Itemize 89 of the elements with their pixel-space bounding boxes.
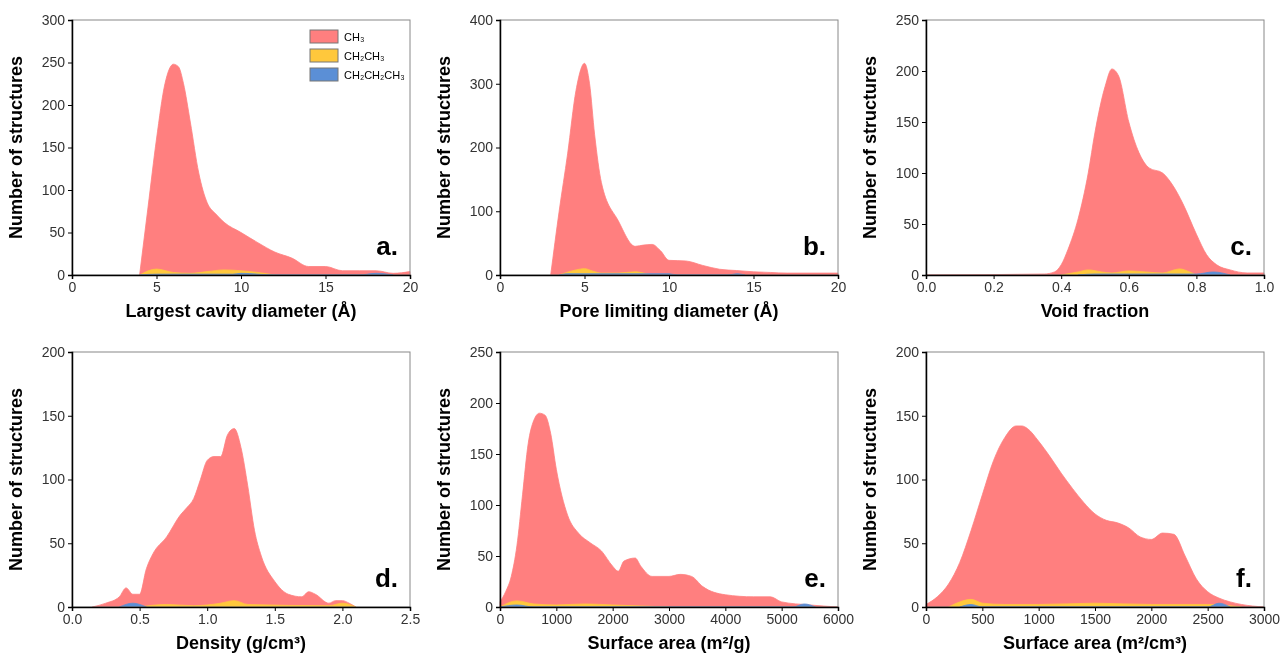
annotation: d. bbox=[374, 563, 398, 593]
y-tick-label: 0 bbox=[57, 266, 66, 283]
y-tick-label: 200 bbox=[895, 343, 920, 360]
y-tick-label: 150 bbox=[41, 139, 66, 156]
y-tick-label: 300 bbox=[41, 11, 66, 28]
annotation: e. bbox=[804, 563, 826, 593]
y-tick-label: 100 bbox=[41, 181, 66, 198]
x-tick-label: 20 bbox=[402, 278, 419, 295]
y-tick-label: 300 bbox=[469, 75, 494, 92]
x-axis-title: Void fraction bbox=[1040, 301, 1150, 321]
legend-label: CH₂CH₂CH₃ bbox=[344, 69, 405, 81]
y-tick-label: 100 bbox=[895, 471, 920, 488]
legend-label: CH₃ bbox=[344, 31, 365, 43]
x-tick-label: 2.0 bbox=[333, 610, 353, 627]
x-tick-label: 5 bbox=[581, 278, 590, 295]
y-tick-label: 100 bbox=[469, 496, 494, 513]
annotation: f. bbox=[1236, 563, 1252, 593]
y-tick-label: 100 bbox=[895, 164, 920, 181]
x-tick-label: 1.5 bbox=[265, 610, 286, 627]
y-tick-label: 150 bbox=[41, 407, 66, 424]
x-tick-label: 0.8 bbox=[1187, 278, 1207, 295]
x-tick-label: 0 bbox=[496, 610, 505, 627]
x-tick-label: 2.5 bbox=[400, 610, 421, 627]
x-tick-label: 0.4 bbox=[1051, 278, 1072, 295]
y-tick-label: 50 bbox=[903, 215, 920, 232]
x-tick-label: 10 bbox=[233, 278, 250, 295]
y-tick-label: 0 bbox=[57, 598, 66, 615]
y-tick-label: 200 bbox=[41, 96, 66, 113]
x-tick-label: 0 bbox=[68, 278, 77, 295]
legend-label: CH₂CH₃ bbox=[344, 50, 385, 62]
y-tick-label: 150 bbox=[469, 445, 494, 462]
y-axis-title: Number of structures bbox=[860, 387, 880, 572]
x-axis-title: Pore limiting diameter (Å) bbox=[559, 301, 779, 321]
x-axis-title: Surface area (m²/g) bbox=[587, 633, 751, 653]
x-axis-title: Surface area (m²/cm³) bbox=[1002, 633, 1188, 653]
annotation: c. bbox=[1230, 231, 1252, 261]
x-tick-label: 0.2 bbox=[984, 278, 1005, 295]
x-tick-label: 1000 bbox=[1023, 610, 1055, 627]
x-tick-label: 0.6 bbox=[1119, 278, 1140, 295]
x-tick-label: 3000 bbox=[1248, 610, 1281, 627]
x-tick-label: 500 bbox=[971, 610, 995, 627]
y-axis-title: Number of structures bbox=[860, 55, 880, 240]
y-tick-label: 100 bbox=[469, 203, 494, 220]
annotation: b. bbox=[802, 231, 826, 261]
x-tick-label: 6000 bbox=[822, 610, 855, 627]
x-axis-title: Largest cavity diameter (Å) bbox=[125, 301, 357, 321]
y-tick-label: 50 bbox=[49, 535, 66, 552]
y-tick-label: 0 bbox=[485, 598, 494, 615]
x-tick-label: 1.0 bbox=[197, 610, 218, 627]
y-tick-label: 50 bbox=[477, 547, 494, 564]
y-tick-label: 250 bbox=[469, 343, 494, 360]
annotation: a. bbox=[376, 231, 398, 261]
x-tick-label: 0 bbox=[922, 610, 931, 627]
y-axis-title: Number of structures bbox=[434, 55, 454, 240]
y-axis-title: Number of structures bbox=[6, 387, 26, 572]
x-axis-title: Density (g/cm³) bbox=[175, 633, 307, 653]
x-tick-label: 20 bbox=[830, 278, 847, 295]
x-tick-label: 1000 bbox=[541, 610, 573, 627]
x-tick-label: 2000 bbox=[1136, 610, 1168, 627]
x-tick-label: 10 bbox=[661, 278, 678, 295]
y-tick-label: 200 bbox=[41, 343, 66, 360]
y-axis-title: Number of structures bbox=[6, 55, 26, 240]
x-tick-label: 1.0 bbox=[1254, 278, 1275, 295]
x-tick-label: 15 bbox=[746, 278, 762, 295]
y-tick-label: 0 bbox=[911, 598, 920, 615]
y-tick-label: 200 bbox=[469, 139, 494, 156]
x-tick-label: 1500 bbox=[1079, 610, 1112, 627]
x-tick-label: 5 bbox=[153, 278, 162, 295]
x-tick-label: 0.5 bbox=[130, 610, 151, 627]
x-tick-label: 5000 bbox=[766, 610, 798, 627]
y-tick-label: 200 bbox=[895, 62, 920, 79]
x-tick-label: 2000 bbox=[597, 610, 629, 627]
y-tick-label: 250 bbox=[41, 54, 66, 71]
y-tick-label: 150 bbox=[895, 113, 920, 130]
y-tick-label: 200 bbox=[469, 394, 494, 411]
x-tick-label: 15 bbox=[318, 278, 334, 295]
y-tick-label: 150 bbox=[895, 407, 920, 424]
y-tick-label: 400 bbox=[469, 11, 494, 28]
y-tick-label: 0 bbox=[485, 266, 494, 283]
x-tick-label: 0 bbox=[496, 278, 505, 295]
y-tick-label: 0 bbox=[911, 266, 920, 283]
x-tick-label: 3000 bbox=[653, 610, 686, 627]
y-tick-label: 50 bbox=[903, 535, 920, 552]
y-axis-title: Number of structures bbox=[434, 387, 454, 572]
y-tick-label: 250 bbox=[895, 11, 920, 28]
x-tick-label: 4000 bbox=[710, 610, 742, 627]
x-tick-label: 2500 bbox=[1192, 610, 1224, 627]
y-tick-label: 50 bbox=[49, 224, 66, 241]
y-tick-label: 100 bbox=[41, 471, 66, 488]
